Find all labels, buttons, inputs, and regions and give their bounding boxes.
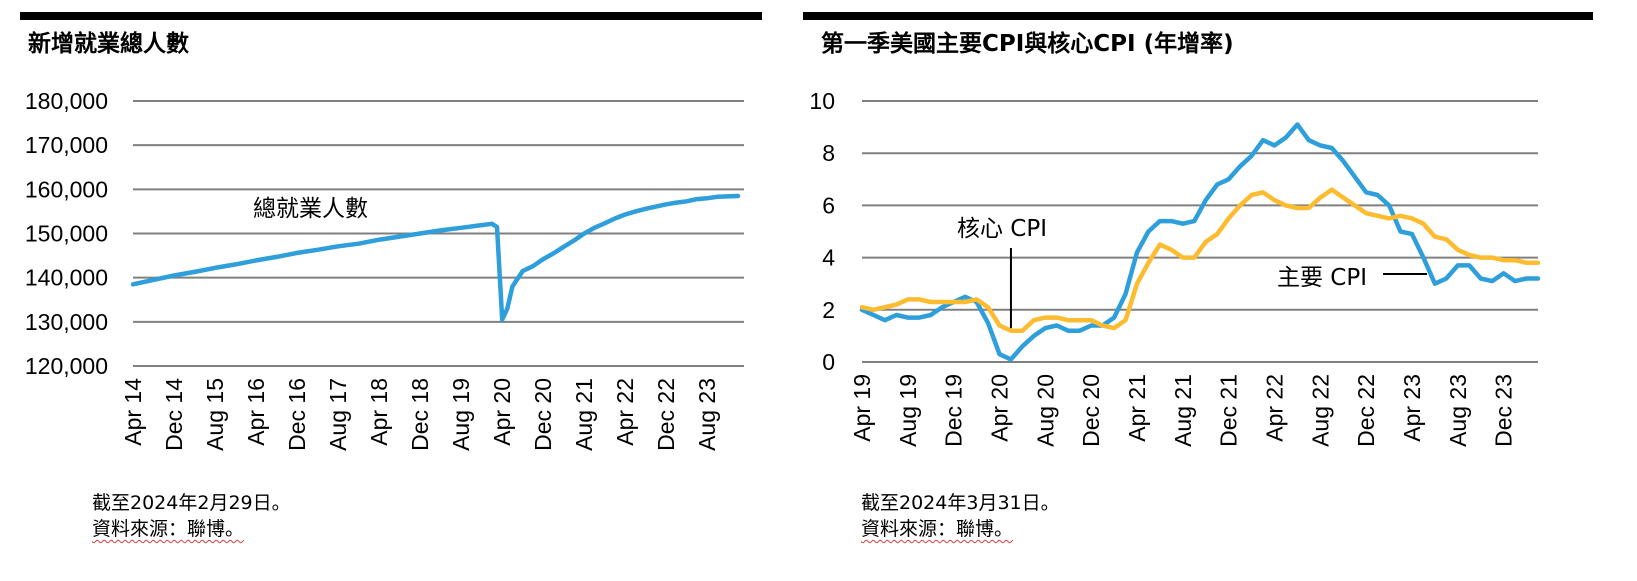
note-source: 資料來源：聯博。	[861, 518, 1014, 540]
cpi-line-chart: 0 2 4 6 8 10 Apr 19 Aug 19 Dec 19 Apr 20 Aug 20 Dec…	[809, 88, 1541, 447]
y-tick-label: 160,000	[25, 176, 108, 202]
x-tick-label: Aug 22	[1307, 374, 1333, 447]
note-date: 截至2024年2月29日。	[92, 492, 291, 514]
headline-cpi-annotation: 主要 CPI	[1277, 265, 1367, 291]
panel-top-bar	[803, 12, 1593, 20]
y-tick-label: 170,000	[25, 132, 108, 158]
core-cpi-annotation: 核心 CPI	[957, 216, 1047, 242]
note-date: 截至2024年3月31日。	[861, 492, 1060, 514]
x-tick-label: Aug 20	[1032, 374, 1058, 447]
x-tick-label: Apr 22	[612, 378, 638, 446]
x-tick-label: Aug 19	[895, 374, 921, 447]
series-line-total-employment	[130, 193, 741, 322]
x-tick-label: Dec 21	[1216, 374, 1242, 447]
y-tick-label: 10	[809, 88, 835, 114]
chart-title: 第一季美國主要CPI與核心CPI (年增率)	[821, 31, 1234, 57]
x-tick-label: Dec 20	[1078, 374, 1104, 447]
x-tick-label: Aug 21	[571, 378, 597, 451]
y-tick-label: 140,000	[25, 265, 108, 291]
x-tick-label: Apr 21	[1124, 374, 1150, 442]
note-source: 資料來源：聯博。	[92, 518, 245, 540]
x-tick-label: Apr 23	[1399, 374, 1425, 442]
x-tick-label: Apr 20	[489, 378, 515, 446]
y-tick-label: 150,000	[25, 221, 108, 247]
x-tick-label: Dec 18	[407, 378, 433, 451]
x-tick-label: Dec 22	[1353, 374, 1379, 447]
x-tick-label: Aug 15	[202, 378, 228, 451]
panel-top-bar	[20, 12, 762, 20]
y-tick-label: 4	[822, 245, 835, 271]
x-tick-label: Apr 18	[366, 378, 392, 446]
y-tick-label: 8	[822, 140, 835, 166]
series-line-core-cpi	[859, 187, 1541, 333]
x-tick-label: Dec 19	[941, 374, 967, 447]
y-tick-label: 130,000	[25, 309, 108, 335]
x-tick-label: Aug 17	[325, 378, 351, 451]
x-tick-label: Apr 14	[120, 378, 146, 446]
cpi-chart-panel: 第一季美國主要CPI與核心CPI (年增率) 0 2 4 6 8 10 Apr 19 Aug …	[803, 0, 1637, 581]
x-tick-label: Apr 20	[986, 374, 1012, 442]
x-tick-label: Aug 23	[1445, 374, 1471, 447]
x-tick-label: Apr 16	[243, 378, 269, 446]
x-tick-label: Aug 19	[448, 378, 474, 451]
x-tick-label: Dec 22	[653, 378, 679, 451]
x-tick-label: Apr 19	[849, 374, 875, 442]
x-tick-label: Dec 16	[284, 378, 310, 451]
series-annotation: 總就業人數	[253, 196, 368, 222]
x-tick-label: Dec 14	[161, 378, 187, 451]
y-tick-label: 120,000	[25, 353, 108, 379]
x-tick-label: Apr 22	[1261, 374, 1287, 442]
y-tick-label: 2	[822, 297, 835, 323]
y-tick-label: 180,000	[25, 88, 108, 114]
y-tick-label: 0	[822, 349, 835, 375]
y-tick-label: 6	[822, 192, 835, 218]
employment-line-chart: 120,000 130,000 140,000 150,000 160,000 170,0…	[25, 88, 744, 451]
x-tick-label: Aug 21	[1170, 374, 1196, 447]
employment-chart-panel: 新增就業總人數 120,000 130,000 140,000 150,000 160,…	[0, 0, 800, 581]
x-tick-label: Dec 23	[1491, 374, 1517, 447]
chart-title: 新增就業總人數	[28, 31, 189, 57]
x-tick-label: Aug 23	[694, 378, 720, 451]
x-tick-label: Dec 20	[530, 378, 556, 451]
